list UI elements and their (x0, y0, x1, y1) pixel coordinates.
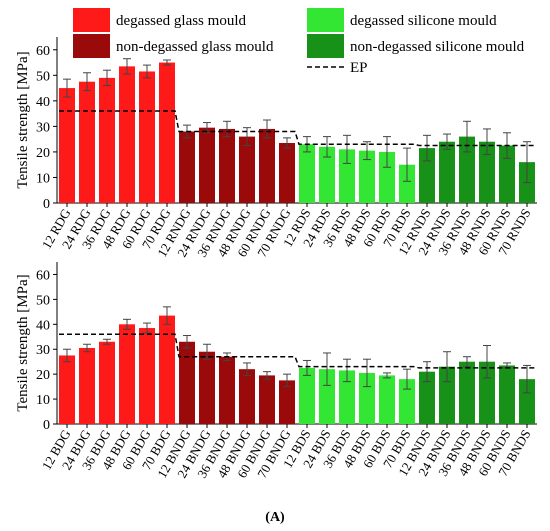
ep-line (59, 333, 535, 369)
bar (439, 366, 455, 424)
bar (199, 127, 215, 203)
bar (399, 379, 415, 424)
legend-swatch-degassed-silicone (307, 8, 344, 32)
bar (59, 88, 75, 203)
y-tick-label: 20 (36, 368, 50, 383)
bar (259, 375, 275, 424)
bar (299, 144, 315, 203)
bar (339, 370, 355, 424)
legend-label-degassed-silicone: degassed silicone mould (350, 13, 497, 29)
y-tick-label: 50 (36, 293, 50, 308)
bar (239, 136, 255, 203)
bar (199, 351, 215, 424)
legend-swatch-degassed-glass (73, 8, 110, 32)
bar (499, 365, 515, 424)
y-tick-label: 0 (43, 418, 50, 433)
bar (499, 145, 515, 203)
legend-label-non-degassed-glass: non-degassed glass mould (116, 39, 274, 55)
bar (139, 328, 155, 424)
legend: degassed glass mould degassed silicone m… (73, 8, 525, 76)
bar (259, 128, 275, 203)
bar (119, 66, 135, 203)
y-tick-label: 60 (36, 44, 50, 59)
bar (159, 315, 175, 424)
bar (399, 164, 415, 203)
y-tick-label: 50 (36, 69, 50, 84)
bar (279, 142, 295, 203)
bar (519, 379, 535, 424)
bar (479, 141, 495, 203)
bar (479, 361, 495, 424)
bar (59, 355, 75, 424)
legend-label-ep: EP (350, 60, 368, 76)
y-tick-label: 30 (36, 343, 50, 358)
bar (319, 369, 335, 424)
y-tick-label: 40 (36, 95, 50, 110)
y-axis-label: Tensile strength [MPa] (15, 51, 31, 188)
bar (359, 150, 375, 203)
bar (439, 141, 455, 203)
bar (119, 324, 135, 424)
legend-swatch-non-degassed-glass (73, 34, 110, 58)
legend-label-degassed-glass: degassed glass mould (116, 13, 246, 29)
bar (79, 347, 95, 424)
bar (419, 148, 435, 203)
y-tick-label: 60 (36, 268, 50, 283)
bar (219, 128, 235, 203)
y-tick-label: 10 (36, 393, 50, 408)
bar (319, 146, 335, 203)
bar (339, 149, 355, 203)
bar (459, 136, 475, 203)
bar (379, 375, 395, 424)
figure-label: (A) (265, 510, 285, 525)
bar (299, 367, 315, 424)
bar (359, 372, 375, 424)
bar (159, 62, 175, 204)
bar (99, 77, 115, 203)
y-tick-label: 20 (36, 146, 50, 161)
y-tick-label: 30 (36, 120, 50, 135)
y-tick-label: 40 (36, 318, 50, 333)
y-tick-label: 0 (43, 197, 50, 212)
y-tick-label: 10 (36, 171, 50, 186)
bar (239, 369, 255, 424)
bar (419, 371, 435, 424)
bar (379, 151, 395, 203)
bar (139, 71, 155, 203)
legend-swatch-non-degassed-silicone (307, 34, 344, 58)
legend-label-non-degassed-silicone: non-degassed silicone mould (350, 39, 525, 55)
bar (79, 81, 95, 203)
bar (279, 380, 295, 424)
bar (219, 356, 235, 424)
bar (179, 341, 195, 424)
ep-line (59, 110, 535, 147)
bar (99, 341, 115, 424)
bar (459, 361, 475, 424)
y-axis-label: Tensile strength [MPa] (15, 274, 31, 411)
bar (179, 131, 195, 203)
